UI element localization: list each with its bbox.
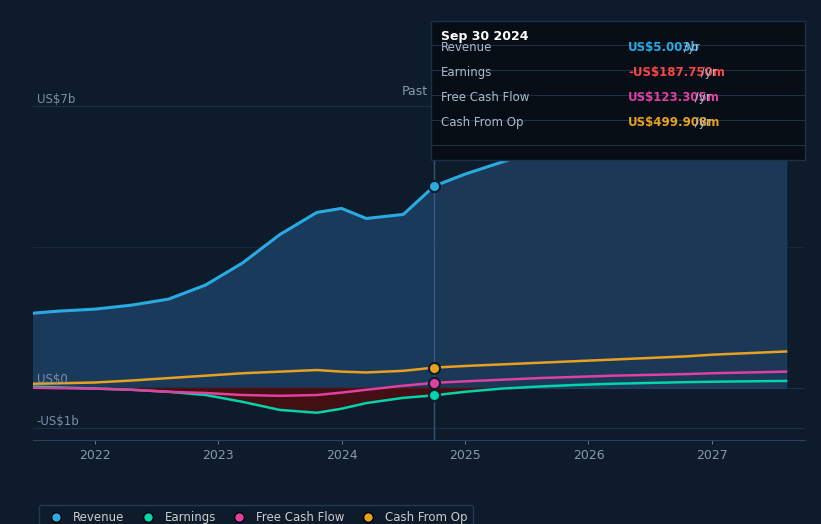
Text: Earnings: Earnings bbox=[441, 66, 493, 79]
Text: /yr: /yr bbox=[691, 116, 711, 129]
Text: Free Cash Flow: Free Cash Flow bbox=[441, 91, 530, 104]
Text: /yr: /yr bbox=[691, 91, 711, 104]
Text: US$123.305m: US$123.305m bbox=[628, 91, 720, 104]
Legend: Revenue, Earnings, Free Cash Flow, Cash From Op: Revenue, Earnings, Free Cash Flow, Cash … bbox=[39, 505, 473, 524]
Text: Revenue: Revenue bbox=[441, 41, 493, 54]
Text: Past: Past bbox=[401, 85, 428, 98]
Text: US$7b: US$7b bbox=[37, 93, 75, 106]
Text: US$0: US$0 bbox=[37, 373, 67, 386]
Text: US$5.003b: US$5.003b bbox=[628, 41, 700, 54]
Text: -US$1b: -US$1b bbox=[37, 415, 80, 428]
Text: Cash From Op: Cash From Op bbox=[441, 116, 523, 129]
Text: Sep 30 2024: Sep 30 2024 bbox=[441, 30, 529, 43]
Text: /yr: /yr bbox=[697, 66, 717, 79]
Text: /yr: /yr bbox=[680, 41, 699, 54]
Text: Analysts Forecasts: Analysts Forecasts bbox=[440, 85, 557, 98]
Text: US$499.908m: US$499.908m bbox=[628, 116, 721, 129]
Text: -US$187.750m: -US$187.750m bbox=[628, 66, 725, 79]
